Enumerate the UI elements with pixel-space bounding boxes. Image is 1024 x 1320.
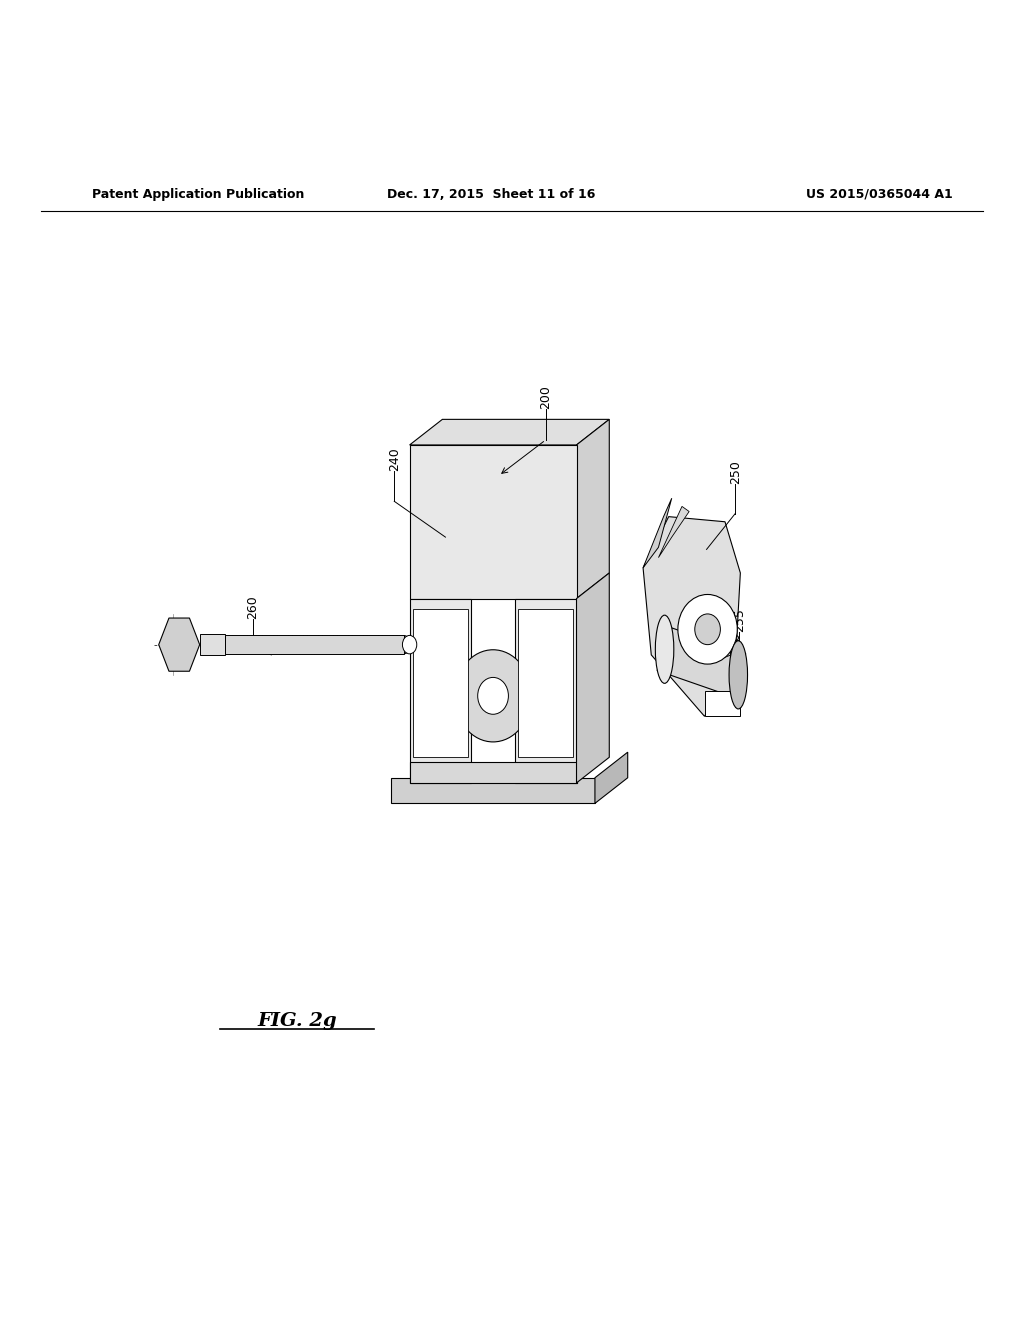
Text: Dec. 17, 2015  Sheet 11 of 16: Dec. 17, 2015 Sheet 11 of 16 (387, 187, 596, 201)
Polygon shape (595, 752, 628, 804)
Polygon shape (159, 618, 200, 672)
Polygon shape (643, 498, 672, 568)
Polygon shape (658, 507, 689, 557)
Text: 250b: 250b (729, 632, 741, 664)
Ellipse shape (477, 677, 508, 714)
Ellipse shape (455, 649, 531, 742)
Text: US 2015/0365044 A1: US 2015/0365044 A1 (806, 187, 952, 201)
Polygon shape (577, 420, 609, 598)
Ellipse shape (729, 640, 748, 709)
Polygon shape (705, 690, 740, 717)
Polygon shape (413, 609, 468, 758)
Text: 255: 255 (733, 609, 745, 632)
Polygon shape (657, 628, 745, 696)
Polygon shape (410, 420, 609, 445)
Polygon shape (225, 635, 404, 653)
Polygon shape (404, 635, 413, 653)
Ellipse shape (678, 594, 737, 664)
Polygon shape (391, 777, 595, 804)
Text: FIG. 2g: FIG. 2g (257, 1012, 337, 1031)
Text: 260: 260 (247, 595, 259, 619)
Polygon shape (410, 598, 471, 783)
Polygon shape (643, 516, 740, 717)
Polygon shape (577, 573, 609, 783)
Polygon shape (410, 445, 577, 598)
Text: 240: 240 (388, 446, 400, 470)
Polygon shape (200, 635, 225, 655)
Text: Patent Application Publication: Patent Application Publication (92, 187, 304, 201)
Ellipse shape (402, 635, 417, 653)
Polygon shape (515, 598, 577, 783)
Ellipse shape (695, 614, 721, 644)
Text: 200: 200 (540, 385, 552, 409)
Ellipse shape (655, 615, 674, 684)
Text: 250: 250 (729, 459, 741, 484)
Polygon shape (518, 609, 573, 758)
Polygon shape (410, 763, 577, 783)
